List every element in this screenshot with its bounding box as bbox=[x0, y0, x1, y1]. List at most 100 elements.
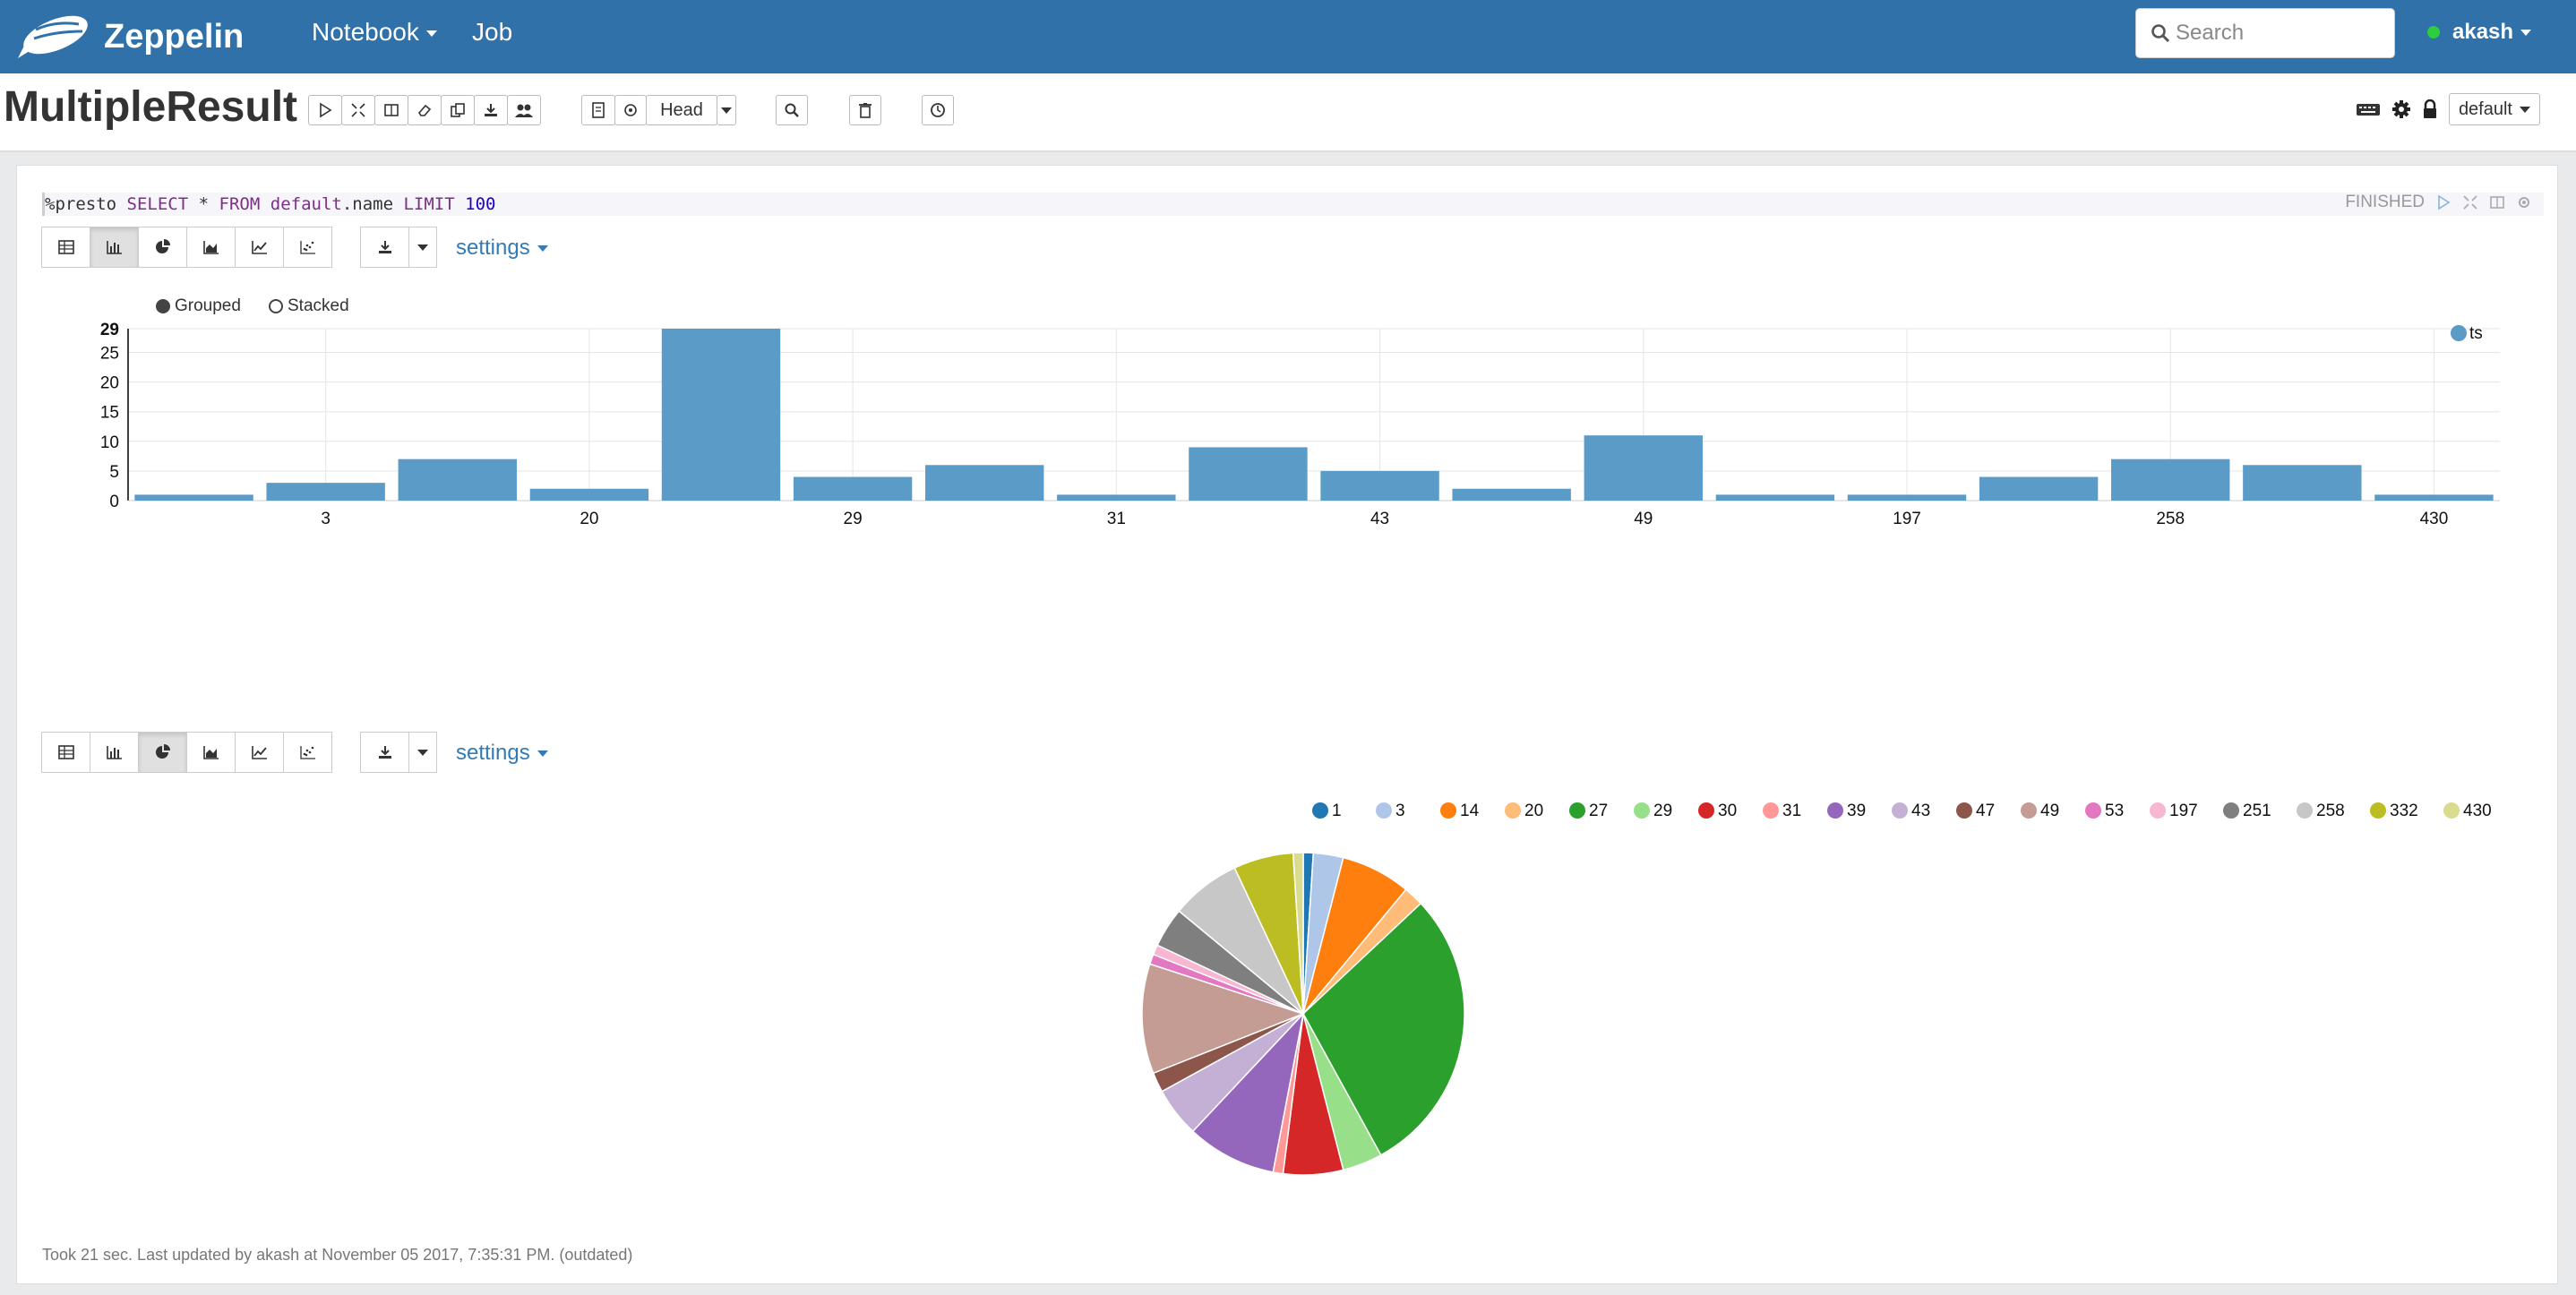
notebook-settings-tools: default bbox=[2356, 93, 2540, 125]
legend-label: 3 bbox=[1395, 802, 1405, 820]
notebook-menu[interactable]: Notebook bbox=[312, 18, 437, 47]
result2-settings-toggle[interactable]: settings bbox=[456, 741, 548, 766]
legend-swatch bbox=[2223, 802, 2239, 819]
revision-dropdown-toggle[interactable] bbox=[717, 95, 736, 125]
code-editor[interactable]: %presto SELECT * FROM default .name LIMIT… bbox=[42, 193, 2544, 216]
bar bbox=[2111, 459, 2230, 501]
bar bbox=[1057, 494, 1176, 501]
table-view-button[interactable] bbox=[41, 227, 90, 268]
bar bbox=[661, 329, 781, 501]
eraser-icon bbox=[417, 104, 432, 116]
pie-chart-icon bbox=[155, 239, 170, 253]
legend-swatch bbox=[1312, 802, 1328, 819]
run-all-button[interactable] bbox=[308, 95, 342, 125]
commit-button[interactable] bbox=[614, 95, 647, 125]
line-chart-icon bbox=[251, 746, 267, 759]
clear-output-button[interactable] bbox=[408, 95, 442, 125]
search-icon bbox=[785, 103, 799, 117]
grouped-label: Grouped bbox=[175, 296, 241, 315]
bar bbox=[266, 483, 385, 501]
play-icon bbox=[320, 102, 332, 118]
clone-button[interactable] bbox=[441, 95, 475, 125]
scatter-chart-button[interactable] bbox=[283, 227, 332, 268]
bar bbox=[925, 465, 1044, 501]
code-interpreter-prefix: %presto bbox=[45, 194, 117, 214]
gear-icon[interactable] bbox=[2516, 194, 2532, 210]
chevron-down-icon bbox=[537, 750, 548, 757]
search-code-button[interactable] bbox=[776, 95, 808, 125]
expand-arrows-icon[interactable] bbox=[2462, 194, 2478, 210]
interpreter-binding-select[interactable]: default bbox=[2448, 93, 2540, 125]
pie-chart-button[interactable] bbox=[138, 732, 187, 773]
delete-notebook-button[interactable] bbox=[849, 95, 881, 125]
interpreter-binding-label: default bbox=[2458, 99, 2512, 119]
download-format-toggle[interactable] bbox=[408, 732, 437, 773]
legend-label: 47 bbox=[1976, 802, 1995, 820]
grouped-toggle[interactable]: Grouped bbox=[155, 296, 241, 316]
y-tick-label: 20 bbox=[100, 374, 119, 393]
bar-chart-button[interactable] bbox=[90, 227, 139, 268]
bar-chart-button[interactable] bbox=[90, 732, 139, 773]
legend-label: 29 bbox=[1653, 802, 1672, 820]
export-button[interactable] bbox=[474, 95, 508, 125]
scatter-chart-button[interactable] bbox=[283, 732, 332, 773]
notebook-title[interactable]: MultipleResult bbox=[4, 83, 298, 131]
legend-label: ts bbox=[2469, 324, 2483, 343]
users-icon bbox=[515, 104, 533, 117]
bar bbox=[398, 459, 517, 501]
legend-label: 258 bbox=[2316, 802, 2345, 820]
code-table-schema: default bbox=[270, 194, 342, 214]
keyboard-icon[interactable] bbox=[2356, 101, 2381, 117]
bar-chart-icon bbox=[106, 746, 122, 759]
legend-swatch bbox=[2443, 802, 2460, 819]
file-icon bbox=[592, 102, 605, 118]
chevron-down-icon bbox=[417, 749, 428, 756]
paragraph-status-bar: FINISHED bbox=[2345, 193, 2532, 212]
hide-output-button[interactable] bbox=[374, 95, 408, 125]
pie-chart-button[interactable] bbox=[138, 227, 187, 268]
legend-swatch bbox=[2297, 802, 2313, 819]
lock-icon[interactable] bbox=[2422, 99, 2438, 119]
code-keyword: LIMIT bbox=[403, 194, 455, 214]
x-tick-label: 43 bbox=[1370, 510, 1389, 528]
line-chart-button[interactable] bbox=[235, 227, 284, 268]
scheduler-button[interactable] bbox=[922, 95, 954, 125]
gear-icon[interactable] bbox=[2391, 99, 2411, 119]
chevron-down-icon bbox=[417, 244, 428, 251]
download-button[interactable] bbox=[360, 732, 409, 773]
stacked-toggle[interactable]: Stacked bbox=[268, 296, 349, 316]
download-format-toggle[interactable] bbox=[408, 227, 437, 268]
y-tick-label: 29 bbox=[100, 321, 119, 339]
version-control-button[interactable] bbox=[581, 95, 615, 125]
x-tick-label: 258 bbox=[2156, 510, 2185, 528]
y-tick-label: 0 bbox=[109, 493, 119, 511]
legend-label: 31 bbox=[1782, 802, 1801, 820]
download-icon bbox=[378, 241, 391, 253]
brand[interactable]: Zeppelin bbox=[16, 7, 244, 66]
revision-select[interactable]: Head bbox=[646, 95, 717, 125]
pie-slice bbox=[1141, 963, 1306, 1075]
job-link[interactable]: Job bbox=[472, 18, 513, 46]
area-chart-button[interactable] bbox=[186, 732, 236, 773]
git-commit-icon bbox=[624, 104, 637, 116]
scatter-chart-icon bbox=[299, 746, 315, 759]
x-tick-label: 49 bbox=[1634, 510, 1653, 528]
table-view-button[interactable] bbox=[41, 732, 90, 773]
book-icon bbox=[384, 104, 399, 116]
search-input[interactable]: Search bbox=[2135, 8, 2395, 58]
legend-label: 251 bbox=[2243, 802, 2271, 820]
legend-label: 332 bbox=[2390, 802, 2418, 820]
legend-label: 53 bbox=[2105, 802, 2124, 820]
result1-settings-toggle[interactable]: settings bbox=[456, 236, 548, 261]
play-icon[interactable] bbox=[2435, 194, 2451, 210]
hide-code-button[interactable] bbox=[341, 95, 375, 125]
book-icon[interactable] bbox=[2489, 194, 2505, 210]
pie-slice bbox=[1302, 902, 1465, 1156]
area-chart-button[interactable] bbox=[186, 227, 236, 268]
permissions-button[interactable] bbox=[507, 95, 541, 125]
result2-visualization-buttons bbox=[41, 732, 332, 773]
user-menu[interactable]: akash bbox=[2427, 20, 2532, 45]
line-chart-button[interactable] bbox=[235, 732, 284, 773]
download-button[interactable] bbox=[360, 227, 409, 268]
clock-icon bbox=[931, 103, 945, 117]
